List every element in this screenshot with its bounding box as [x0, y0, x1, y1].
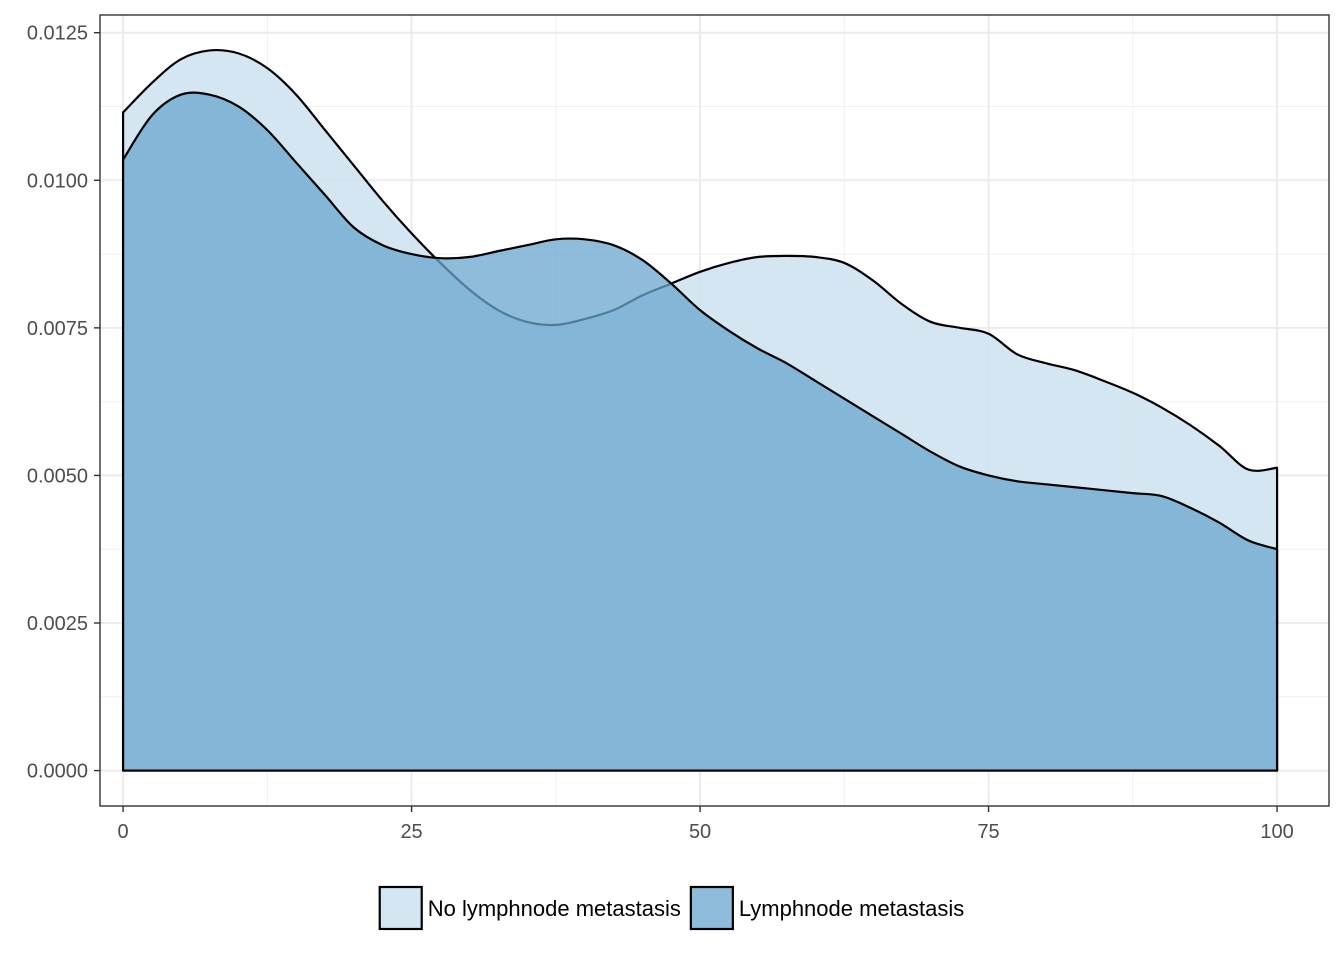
y-tick-label: 0.0025 [27, 613, 88, 635]
legend-key [378, 885, 423, 931]
density-area-lymphnode-metastasis [121, 91, 1279, 772]
y-tick-label: 0.0100 [27, 170, 88, 192]
x-tick-label: 0 [118, 821, 129, 843]
axes: 0 25 50 75 100 0.0000 0.0025 0.0050 0.0075 0.0100… [27, 23, 1294, 843]
y-tick-label: 0.0075 [27, 318, 88, 340]
density-areas [121, 48, 1279, 772]
legend-label: No lymphnode metastasis [428, 896, 681, 921]
legend-key [689, 885, 734, 931]
x-tick-label: 100 [1260, 821, 1293, 843]
y-tick-label: 0.0125 [27, 23, 88, 45]
panel-border [99, 14, 1330, 807]
x-tick-label: 25 [400, 821, 422, 843]
y-tick-label: 0.0050 [27, 465, 88, 487]
y-tick-label: 0.0000 [27, 761, 88, 783]
legend-label: Lymphnode metastasis [739, 896, 964, 921]
x-tick-label: 75 [977, 821, 999, 843]
legend: No lymphnode metastasis Lymphnode metasta… [378, 885, 964, 931]
x-tick-label: 50 [689, 821, 711, 843]
